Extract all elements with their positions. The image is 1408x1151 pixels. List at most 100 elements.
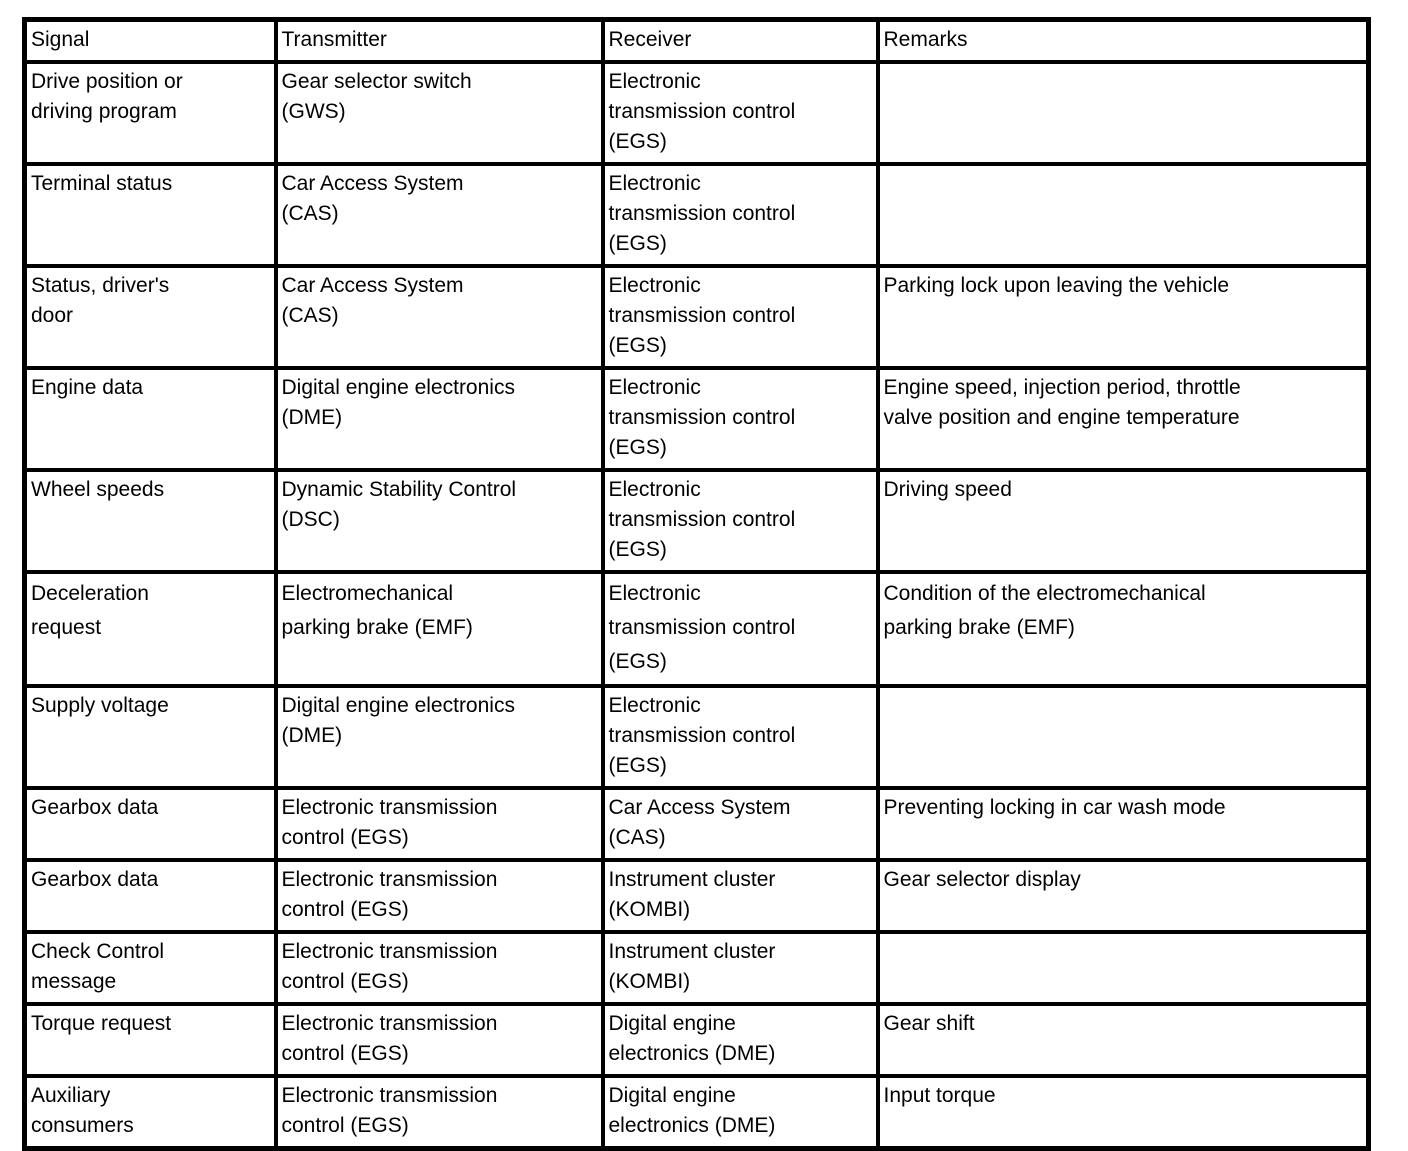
- cell-receiver: Electronic transmission control (EGS): [600, 684, 880, 790]
- cell-line: valve position and engine temperature: [883, 406, 1240, 429]
- cell-line: electronics (DME): [608, 1042, 776, 1065]
- cell-line: Gear selector switch: [281, 70, 472, 93]
- table-row: Supply voltage Digital engine electronics…: [22, 684, 1371, 790]
- cell-line: Digital engine: [608, 1012, 736, 1035]
- cell-line: Instrument cluster: [608, 940, 776, 963]
- header-signal: Signal: [22, 17, 278, 64]
- cell-line: Gear selector display: [883, 868, 1081, 891]
- cell-receiver: Digital engine electronics (DME): [600, 1074, 880, 1151]
- cell-line: Driving speed: [883, 478, 1012, 501]
- cell-line: Gear shift: [883, 1012, 975, 1035]
- cell-line: (EGS): [608, 436, 667, 459]
- cell-remarks: Driving speed: [875, 468, 1371, 574]
- cell-line: Digital engine electronics: [281, 376, 515, 399]
- cell-line: Electronic: [608, 376, 701, 399]
- cell-line: consumers: [31, 1114, 134, 1137]
- cell-remarks: Preventing locking in car wash mode: [875, 786, 1371, 862]
- cell-line: (EGS): [608, 538, 667, 561]
- cell-line: (EGS): [608, 130, 667, 153]
- cell-line: request: [31, 616, 102, 639]
- cell-line: parking brake (EMF): [281, 616, 473, 639]
- cell-remarks: Gear shift: [875, 1002, 1371, 1078]
- cell-line: Electromechanical: [281, 582, 454, 605]
- cell-line: (EGS): [608, 650, 667, 673]
- cell-line: Dynamic Stability Control: [281, 478, 517, 501]
- cell-line: Wheel speeds: [31, 478, 165, 501]
- cell-line: transmission control: [608, 508, 796, 531]
- cell-line: Electronic: [608, 274, 701, 297]
- cell-remarks: Gear selector display: [875, 858, 1371, 934]
- cell-line: electronics (DME): [608, 1114, 776, 1137]
- table-row: Deceleration request Electromechanical park…: [22, 570, 1371, 688]
- cell-line: (EGS): [608, 232, 667, 255]
- cell-line: parking brake (EMF): [883, 616, 1075, 639]
- cell-line: Preventing locking in car wash mode: [883, 796, 1226, 819]
- cell-line: Electronic transmission: [281, 868, 498, 891]
- header-row: Signal Transmitter Receiver Remarks: [22, 17, 1371, 64]
- cell-transmitter: Electronic transmission control (EGS): [273, 858, 605, 934]
- cell-receiver: Electronic transmission control (EGS): [600, 570, 880, 688]
- cell-line: Instrument cluster: [608, 868, 776, 891]
- cell-line: Digital engine electronics: [281, 694, 515, 717]
- cell-transmitter: Electronic transmission control (EGS): [273, 1002, 605, 1078]
- cell-line: control (EGS): [281, 1114, 409, 1137]
- cell-line: Electronic transmission: [281, 1012, 498, 1035]
- cell-line: transmission control: [608, 616, 796, 639]
- cell-remarks: Parking lock upon leaving the vehicle: [875, 264, 1371, 370]
- cell-receiver: Digital engine electronics (DME): [600, 1002, 880, 1078]
- cell-line: Car Access System: [281, 274, 464, 297]
- cell-receiver: Car Access System (CAS): [600, 786, 880, 862]
- cell-line: Condition of the electromechanical: [883, 582, 1206, 605]
- cell-line: Parking lock upon leaving the vehicle: [883, 274, 1230, 297]
- cell-line: control (EGS): [281, 826, 409, 849]
- table-row: Check Control message Electronic transmiss…: [22, 930, 1371, 1006]
- cell-signal: Gearbox data: [22, 786, 278, 862]
- cell-line: (CAS): [608, 826, 666, 849]
- cell-transmitter: Dynamic Stability Control (DSC): [273, 468, 605, 574]
- cell-line: Electronic: [608, 478, 701, 501]
- cell-line: Car Access System: [608, 796, 791, 819]
- cell-line: transmission control: [608, 406, 796, 429]
- cell-line: Digital engine: [608, 1084, 736, 1107]
- cell-transmitter: Car Access System (CAS): [273, 162, 605, 268]
- cell-line: (CAS): [281, 202, 339, 225]
- cell-line: control (EGS): [281, 970, 409, 993]
- cell-line: Gearbox data: [31, 868, 159, 891]
- cell-line: door: [31, 304, 74, 327]
- cell-line: (DSC): [281, 508, 340, 531]
- cell-transmitter: Electromechanical parking brake (EMF): [273, 570, 605, 688]
- cell-receiver: Electronic transmission control (EGS): [600, 468, 880, 574]
- cell-line: Electronic transmission: [281, 796, 498, 819]
- table-header: Signal Transmitter Receiver Remarks: [22, 17, 1371, 64]
- cell-line: transmission control: [608, 202, 796, 225]
- cell-line: Car Access System: [281, 172, 464, 195]
- cell-line: (CAS): [281, 304, 339, 327]
- cell-line: Electronic: [608, 694, 701, 717]
- table-row: Auxiliary consumers Electronic transmissio…: [22, 1074, 1371, 1151]
- cell-signal: Auxiliary consumers: [22, 1074, 278, 1151]
- cell-receiver: Electronic transmission control (EGS): [600, 162, 880, 268]
- cell-line: (EGS): [608, 334, 667, 357]
- cell-remarks: Input torque: [875, 1074, 1371, 1151]
- cell-transmitter: Digital engine electronics (DME): [273, 366, 605, 472]
- table-row: Torque request Electronic transmission con…: [22, 1002, 1371, 1078]
- cell-transmitter: Electronic transmission control (EGS): [273, 930, 605, 1006]
- table-row: Wheel speeds Dynamic Stability Control (DS…: [22, 468, 1371, 574]
- cell-line: control (EGS): [281, 1042, 409, 1065]
- cell-line: transmission control: [608, 304, 796, 327]
- cell-signal: Deceleration request: [22, 570, 278, 688]
- cell-transmitter: Electronic transmission control (EGS): [273, 786, 605, 862]
- table-body: Drive position or driving program Gear sel…: [22, 60, 1371, 1151]
- header-receiver: Receiver: [600, 17, 880, 64]
- cell-line: (KOMBI): [608, 898, 691, 921]
- cell-signal: Check Control message: [22, 930, 278, 1006]
- cell-remarks: Engine speed, injection period, throttle…: [875, 366, 1371, 472]
- table-row: Gearbox data Electronic transmission contr…: [22, 858, 1371, 934]
- cell-line: Electronic transmission: [281, 940, 498, 963]
- document-page: Signal Transmitter Receiver Remarks Driv…: [22, 17, 1371, 1151]
- cell-transmitter: Digital engine electronics (DME): [273, 684, 605, 790]
- cell-remarks: [875, 930, 1371, 1006]
- cell-line: (GWS): [281, 100, 346, 123]
- cell-transmitter: Gear selector switch (GWS): [273, 60, 605, 166]
- cell-line: Status, driver's: [31, 274, 170, 297]
